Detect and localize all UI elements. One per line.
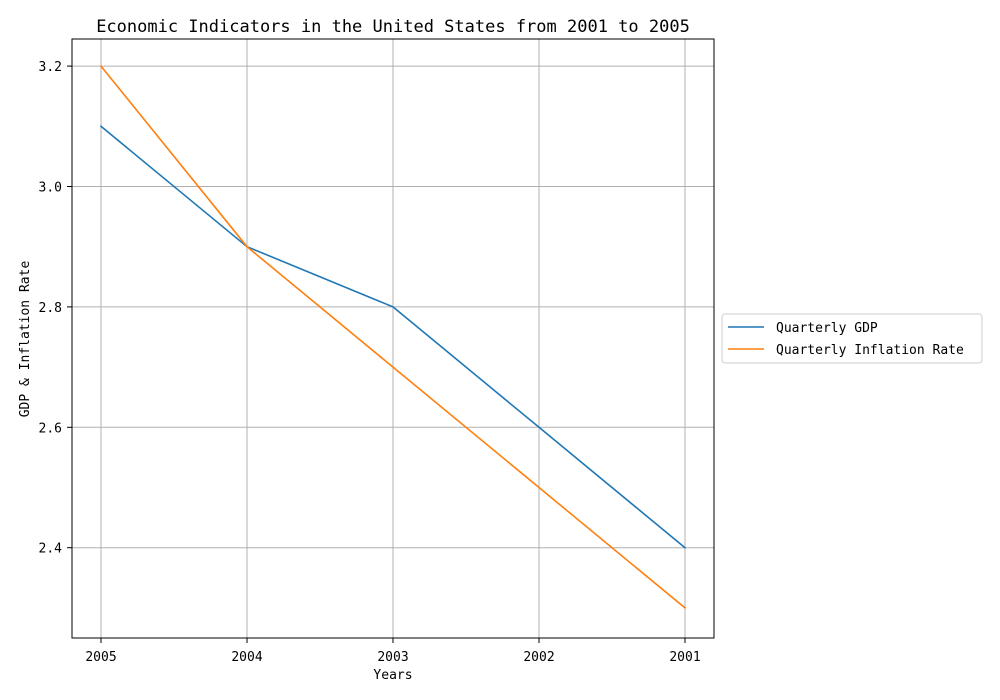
x-axis-ticks: 2005 2004 2003 2002 2001 — [85, 638, 701, 665]
x-tick-label: 2003 — [377, 650, 408, 665]
series-line-quarterly-gdp — [99, 125, 687, 549]
x-tick-label: 2004 — [231, 650, 262, 665]
series-line-quarterly-inflation-rate — [99, 64, 687, 610]
x-tick-label: 2005 — [85, 650, 116, 665]
y-tick-label: 3.0 — [39, 180, 62, 195]
y-tick-label: 3.2 — [39, 60, 62, 75]
legend-label-quarterly-inflation-rate: Quarterly Inflation Rate — [776, 343, 964, 358]
legend: Quarterly GDP Quarterly Inflation Rate — [721, 313, 983, 364]
x-tick-label: 2001 — [669, 650, 700, 665]
y-tick-label: 2.4 — [39, 542, 63, 557]
chart-title: Economic Indicators in the United States… — [96, 17, 690, 37]
x-tick-label: 2002 — [523, 650, 554, 665]
series-lines — [99, 64, 687, 610]
y-axis-ticks: 2.4 2.6 2.8 3.0 3.2 — [39, 60, 72, 557]
legend-label-quarterly-gdp: Quarterly GDP — [776, 321, 878, 336]
legend-box — [721, 313, 983, 364]
legend-items: Quarterly GDP Quarterly Inflation Rate — [728, 321, 964, 358]
y-axis-label: GDP & Inflation Rate — [18, 261, 33, 418]
y-tick-label: 2.8 — [39, 301, 62, 316]
y-tick-label: 2.6 — [39, 421, 62, 436]
grid-lines — [72, 39, 714, 638]
x-axis-label: Years — [373, 668, 412, 683]
